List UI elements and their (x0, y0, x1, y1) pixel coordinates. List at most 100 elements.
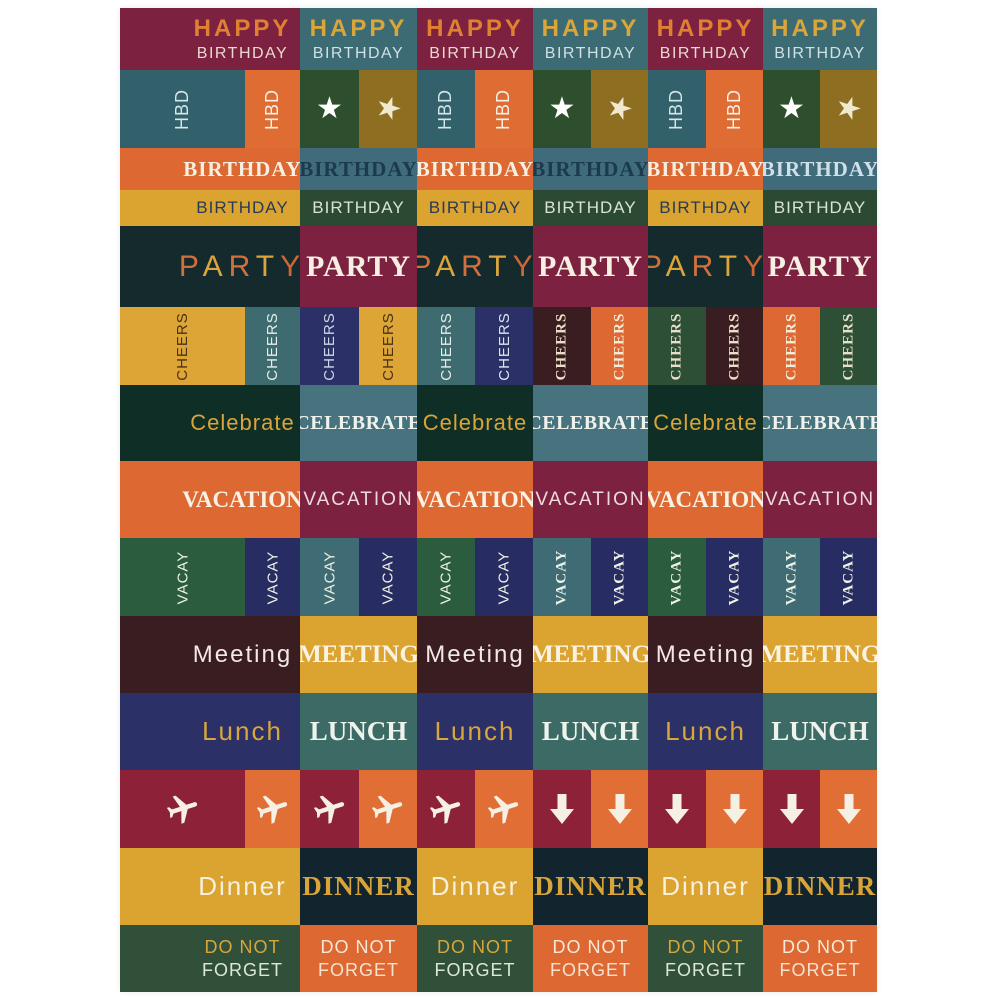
airplane-icon (429, 795, 461, 824)
happy-birthday-label: HAPPY BIRTHDAY (542, 15, 640, 63)
do-not-forget-label: DO NOT FORGET (435, 937, 516, 980)
sticker-vacay-col3: VACAY VACAY (417, 538, 533, 616)
sticker-birthday-sans-col6: BIRTHDAY (763, 190, 877, 226)
party-label: PARTY (179, 250, 300, 284)
happy-birthday-line2: BIRTHDAY (659, 44, 752, 62)
happy-birthday-line1: HAPPY (426, 15, 524, 42)
happy-birthday-line2: BIRTHDAY (544, 44, 637, 62)
sticker-vacay-col5-right: VACAY (706, 538, 763, 616)
sticker-icons-col6 (763, 770, 877, 848)
hbd-stars-label: HBD (171, 88, 192, 130)
sticker-hbd-stars-col3-left: HBD (417, 70, 475, 148)
party-label: PARTY (648, 250, 763, 284)
down-arrow-icon (722, 794, 747, 824)
sticker-dinner-col1: Dinner (120, 848, 300, 925)
cheers-label: CHEERS (726, 312, 742, 380)
celebrate-label: CELEBRATE (763, 411, 877, 434)
vacay-label: VACAY (725, 549, 742, 605)
sticker-do-not-forget-col2: DO NOT FORGET (300, 925, 417, 992)
birthday-serif-label: BIRTHDAY (533, 156, 648, 181)
sticker-hbd-stars-col1-left: HBD (120, 70, 245, 148)
party-letter: A (202, 249, 229, 283)
sticker-hbd-stars-col2: ★ ★ (300, 70, 417, 148)
sticker-vacation-col6: VACATION (763, 461, 877, 538)
party-letter: P (648, 249, 666, 283)
celebrate-label: Celebrate (190, 410, 295, 435)
party-letter: Y (280, 249, 300, 283)
vacation-label: VACATION (417, 486, 533, 512)
sticker-party-col3: PARTY (417, 226, 533, 307)
do-not-forget-line2: FORGET (779, 959, 861, 980)
vacay-label: VACAY (495, 550, 513, 604)
hbd-stars-label: HBD (493, 88, 514, 130)
sticker-vacay-col2-right: VACAY (359, 538, 417, 616)
cheers-label: CHEERS (379, 311, 397, 381)
lunch-label: LUNCH (309, 716, 408, 746)
sticker-hbd-stars-col1: HBD HBD (120, 70, 300, 148)
sticker-meeting-col2: MEETING (300, 616, 417, 693)
sticker-dinner-col3: Dinner (417, 848, 533, 925)
sticker-meeting-col4: MEETING (533, 616, 648, 693)
sticker-vacay-col2: VACAY VACAY (300, 538, 417, 616)
sticker-hbd-stars-col1-right: HBD (245, 70, 300, 148)
do-not-forget-line1: DO NOT (204, 936, 281, 957)
cheers-label: CHEERS (840, 312, 856, 380)
do-not-forget-label: DO NOT FORGET (665, 937, 746, 980)
meeting-label: MEETING (300, 640, 417, 668)
party-letter: A (665, 249, 692, 283)
lunch-label: Lunch (202, 716, 283, 746)
sticker-vacation-col2: VACATION (300, 461, 417, 538)
airplane-icon (487, 795, 519, 824)
do-not-forget-label: DO NOT FORGET (550, 937, 631, 980)
sticker-hbd-stars-col5-left: HBD (648, 70, 706, 148)
sticker-row-icons (120, 770, 877, 848)
sticker-icons-col1-left (120, 770, 245, 848)
sticker-row-hbd-stars: HBD HBD ★ ★ HBD HBD ★ ★ HBD HBD ★ ★ (120, 70, 877, 148)
party-letter: Y (512, 249, 533, 283)
sticker-happy-birthday-col5: HAPPY BIRTHDAY (648, 8, 763, 70)
sticker-icons-col4 (533, 770, 648, 848)
do-not-forget-label: DO NOT FORGET (318, 937, 399, 980)
sticker-party-col6: PARTY (763, 226, 877, 307)
vacay-label: VACAY (379, 550, 397, 604)
celebrate-label: Celebrate (422, 410, 528, 435)
vacay-label: VACAY (320, 550, 338, 604)
happy-birthday-line2: BIRTHDAY (312, 44, 405, 62)
do-not-forget-line1: DO NOT (320, 936, 397, 957)
star-icon: ★ (548, 91, 576, 126)
sticker-hbd-stars-col2-right: ★ (359, 70, 417, 148)
party-letter: Y (743, 249, 763, 283)
dinner-label: Dinner (430, 871, 520, 901)
sticker-do-not-forget-col6: DO NOT FORGET (763, 925, 877, 992)
sticker-birthday-sans-col1: BIRTHDAY (120, 190, 300, 226)
sticker-row-birthday-serif: BIRTHDAY BIRTHDAY BIRTHDAY BIRTHDAY BIRTHDAY… (120, 148, 877, 190)
sticker-lunch-col4: LUNCH (533, 693, 648, 770)
down-arrow-icon (836, 794, 861, 824)
airplane-icon (256, 795, 287, 824)
vacay-label: VACAY (263, 550, 281, 604)
celebrate-label: CELEBRATE (300, 411, 417, 434)
sticker-cheers-col4: CHEERS CHEERS (533, 307, 648, 385)
sticker-celebrate-col6: CELEBRATE (763, 385, 877, 461)
sticker-celebrate-col3: Celebrate (417, 385, 533, 461)
sticker-row-party: PARTY PARTY PARTY PARTY PARTY PARTY (120, 226, 877, 307)
meeting-label: Meeting (655, 640, 756, 668)
sticker-hbd-stars-col4: ★ ★ (533, 70, 648, 148)
happy-birthday-line2: BIRTHDAY (196, 44, 289, 62)
sticker-cheers-col1-right: CHEERS (245, 307, 300, 385)
dinner-label: DINNER (534, 871, 647, 901)
vacay-label: VACAY (610, 549, 627, 605)
sticker-cheers-col5-right: CHEERS (706, 307, 763, 385)
sticker-row-lunch: Lunch LUNCH Lunch LUNCH Lunch LUNCH (120, 693, 877, 770)
dinner-label: Dinner (661, 871, 750, 901)
do-not-forget-line2: FORGET (202, 959, 283, 980)
sticker-icons-col4-left (533, 770, 591, 848)
star-icon: ★ (316, 91, 343, 126)
sticker-row-dinner: Dinner DINNER Dinner DINNER Dinner DINNER (120, 848, 877, 925)
star-icon: ★ (830, 87, 867, 130)
lunch-label: Lunch (434, 716, 516, 746)
party-label: PARTY (417, 250, 533, 284)
sticker-cheers-col6-left: CHEERS (763, 307, 820, 385)
hbd-stars-label: HBD (666, 88, 687, 130)
